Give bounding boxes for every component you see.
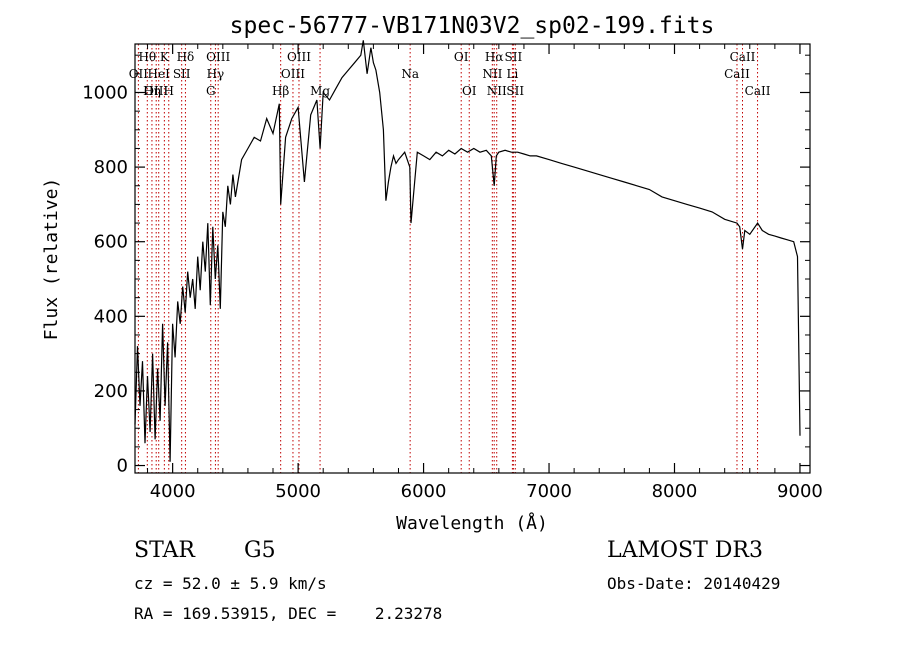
emission-line-label: SII xyxy=(173,67,191,81)
chart-title: spec-56777-VB171N03V2_sp02-199.fits xyxy=(230,13,715,39)
emission-line-label: OI xyxy=(462,84,477,98)
y-tick-label: 200 xyxy=(94,381,128,402)
object-class: STAR xyxy=(134,538,195,563)
emission-line-label: K xyxy=(160,50,170,64)
emission-line-label: G xyxy=(206,84,216,98)
x-tick-label: 9000 xyxy=(777,481,823,502)
emission-line-label: SII xyxy=(506,84,524,98)
emission-line-label: OIII xyxy=(144,84,168,98)
x-axis-ticks: 4000 5000 6000 7000 8000 9000 xyxy=(147,44,823,502)
emission-line-label: HeI xyxy=(148,67,171,81)
emission-line-label: Hθ xyxy=(138,50,156,64)
x-tick-label: 8000 xyxy=(652,481,698,502)
y-axis-label: Flux (relative) xyxy=(41,178,62,341)
survey-label: LAMOST DR3 xyxy=(607,538,763,563)
emission-line-label: Hη xyxy=(143,84,161,98)
emission-line-label: Li xyxy=(506,67,518,81)
plot-frame xyxy=(134,43,811,474)
emission-line-label: CaII xyxy=(730,50,756,64)
y-axis-ticks: 0 200 400 600 800 1000 xyxy=(82,54,810,477)
emission-line-label: OIII xyxy=(287,50,311,64)
y-tick-label: 400 xyxy=(94,306,128,327)
x-tick-label: 4000 xyxy=(150,481,196,502)
y-tick-label: 600 xyxy=(94,232,128,253)
y-tick-label: 0 xyxy=(117,456,128,477)
emission-line-label: H xyxy=(164,84,174,98)
emission-line-label: CaII xyxy=(724,67,750,81)
emission-line-label: OIII xyxy=(281,67,305,81)
emission-line-labels: OIIHθHηOIIIHeIKHSIIHδGHγOIIIHβOIIIOIIIMg… xyxy=(129,50,771,98)
y-tick-label: 1000 xyxy=(82,82,128,103)
emission-line-label: Hβ xyxy=(272,84,289,98)
emission-line-label: CaII xyxy=(745,84,771,98)
emission-line-label: NII xyxy=(482,67,502,81)
x-axis-label: Wavelength (Å) xyxy=(396,512,548,534)
emission-line-label: Na xyxy=(401,67,419,81)
emission-line-label: Mg xyxy=(310,84,330,98)
emission-line-label: Hδ xyxy=(177,50,195,64)
x-tick-label: 6000 xyxy=(401,481,447,502)
emission-line-label: NII xyxy=(487,84,507,98)
emission-line-label: OIII xyxy=(206,50,230,64)
redshift-readout: cz = 52.0 ± 5.9 km/s xyxy=(134,574,327,593)
obs-date: Obs-Date: 20140429 xyxy=(607,574,781,593)
emission-line-label: Hα xyxy=(485,50,504,64)
coordinates: RA = 169.53915, DEC = 2.23278 xyxy=(134,604,443,623)
spectral-subclass: G5 xyxy=(244,538,276,563)
emission-line-label: Hγ xyxy=(207,67,225,81)
y-tick-label: 800 xyxy=(94,157,128,178)
x-tick-label: 5000 xyxy=(275,481,321,502)
emission-line-label: SII xyxy=(505,50,523,64)
spectrum-line xyxy=(134,40,801,462)
emission-line-label: OI xyxy=(454,50,469,64)
x-tick-label: 7000 xyxy=(526,481,572,502)
emission-line-markers xyxy=(137,44,759,473)
